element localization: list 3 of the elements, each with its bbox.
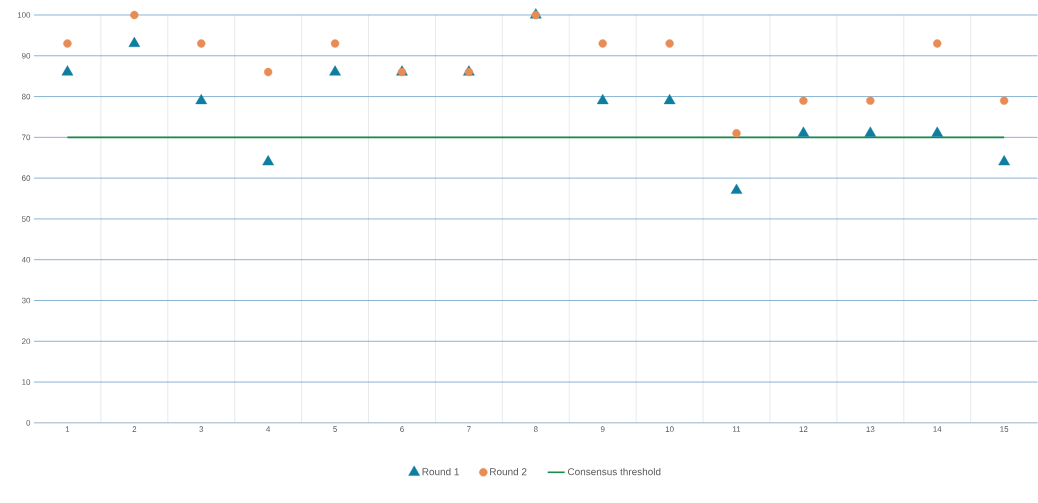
legend-label: Round 2 (490, 468, 527, 476)
legend-label: Consensus threshold (567, 468, 661, 476)
legend-label: Round 1 (422, 468, 459, 476)
